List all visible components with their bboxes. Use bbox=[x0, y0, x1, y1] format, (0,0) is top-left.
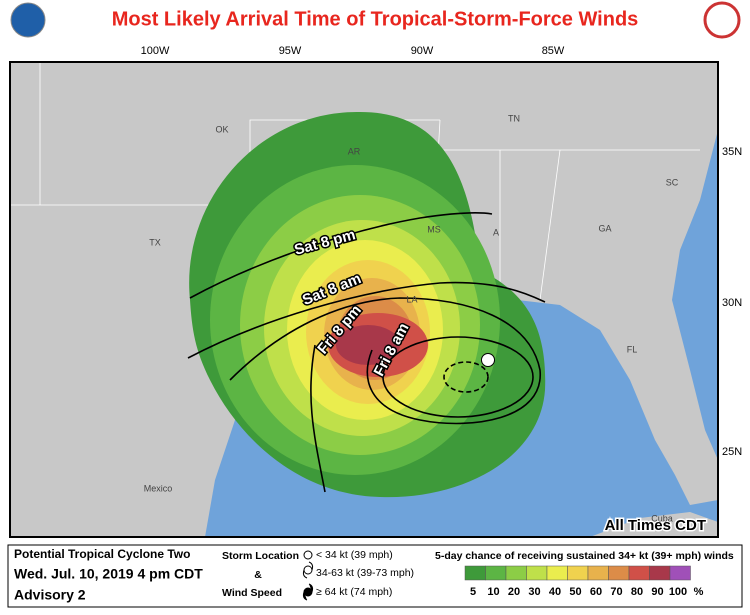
map-frame bbox=[9, 61, 719, 538]
place-label: LA bbox=[406, 294, 417, 304]
place-label: OK bbox=[215, 124, 228, 134]
scale-label: 40 bbox=[549, 586, 561, 598]
storm-name: Potential Tropical Cyclone Two bbox=[14, 547, 190, 561]
scale-swatch bbox=[567, 565, 589, 581]
icon-hurricane bbox=[302, 583, 314, 601]
title: Most Likely Arrival Time of Tropical-Sto… bbox=[112, 8, 639, 30]
scale-swatch bbox=[628, 565, 650, 581]
noaa-logo bbox=[10, 2, 46, 38]
scale-swatch bbox=[505, 565, 527, 581]
scale-swatch bbox=[649, 565, 671, 581]
scale-label: % bbox=[694, 586, 704, 598]
latitude-label: 25N bbox=[722, 446, 742, 458]
storm-center bbox=[481, 353, 495, 367]
scale-title: 5-day chance of receiving sustained 34+ … bbox=[435, 550, 734, 562]
place-label: A bbox=[493, 227, 499, 237]
scale-label: 70 bbox=[610, 586, 622, 598]
swath bbox=[189, 111, 546, 498]
atlantic bbox=[672, 130, 718, 460]
key-item: < 34 kt (39 mph) bbox=[316, 549, 393, 561]
place-label: TX bbox=[149, 237, 161, 247]
advisory-number: Advisory 2 bbox=[14, 587, 86, 603]
place-label: Cuba bbox=[651, 513, 673, 523]
place-label: MS bbox=[427, 224, 441, 234]
scale-label: 80 bbox=[631, 586, 643, 598]
place-label: Mexico bbox=[144, 483, 173, 493]
key-item: ≥ 64 kt (74 mph) bbox=[316, 586, 392, 598]
key-title: & bbox=[254, 569, 262, 581]
scale-swatch bbox=[669, 565, 691, 581]
place-label: GA bbox=[598, 223, 611, 233]
longitude-label: 95W bbox=[279, 45, 302, 57]
icon-weak bbox=[303, 550, 313, 560]
latitude-label: 30N bbox=[722, 297, 742, 309]
place-label: AR bbox=[348, 146, 361, 156]
contours bbox=[187, 212, 546, 493]
scale-label: 50 bbox=[569, 586, 581, 598]
scale-swatch bbox=[526, 565, 548, 581]
scale-swatch bbox=[608, 565, 630, 581]
time-note: All Times CDT bbox=[605, 517, 706, 534]
nws-logo bbox=[703, 1, 741, 39]
place-label: SC bbox=[666, 177, 679, 187]
map: All Times CDT bbox=[9, 61, 719, 538]
scale-label: 10 bbox=[487, 586, 499, 598]
advisory-date: Wed. Jul. 10, 2019 4 pm CDT bbox=[14, 566, 203, 582]
place-label: FL bbox=[627, 344, 638, 354]
scale-label: 100 bbox=[669, 586, 687, 598]
longitude-label: 85W bbox=[542, 45, 565, 57]
scale-swatch bbox=[464, 565, 486, 581]
icon-storm bbox=[302, 561, 314, 579]
key-item: 34-63 kt (39-73 mph) bbox=[316, 567, 414, 579]
longitude-label: 100W bbox=[141, 45, 170, 57]
longitude-label: 90W bbox=[411, 45, 434, 57]
scale-swatch bbox=[587, 565, 609, 581]
key-title: Wind Speed bbox=[222, 587, 282, 599]
cuba bbox=[590, 512, 718, 537]
scale-swatch bbox=[546, 565, 568, 581]
key-title: Storm Location bbox=[222, 550, 299, 562]
scale-label: 5 bbox=[470, 586, 476, 598]
scale-label: 60 bbox=[590, 586, 602, 598]
scale-label: 20 bbox=[508, 586, 520, 598]
latitude-label: 35N bbox=[722, 146, 742, 158]
scale-label: 30 bbox=[528, 586, 540, 598]
place-label: TN bbox=[508, 113, 520, 123]
scale-swatch bbox=[485, 565, 507, 581]
scale-label: 90 bbox=[651, 586, 663, 598]
